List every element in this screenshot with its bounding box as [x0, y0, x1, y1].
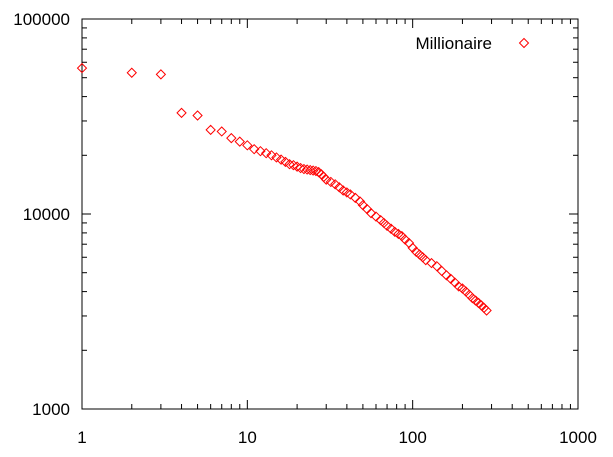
data-point [426, 257, 437, 269]
data-point [284, 159, 295, 170]
y-tick-label: 100000 [13, 10, 70, 29]
data-point [464, 289, 475, 301]
data-point [275, 154, 287, 165]
axis-tick-labels: 1 10 100 1000 1000 10000 100000 [13, 10, 597, 447]
plot-area-frame [81, 18, 579, 410]
data-point [226, 132, 237, 144]
data-point [329, 179, 341, 190]
data-point [266, 150, 277, 161]
data-point [301, 164, 313, 175]
data-point [460, 286, 472, 297]
x-tick-label: 1 [77, 428, 86, 447]
data-point [126, 67, 137, 78]
data-point [381, 220, 393, 232]
data-points [76, 62, 492, 316]
data-point [260, 148, 272, 159]
x-tick-label: 1000 [559, 428, 597, 447]
data-point [350, 192, 361, 204]
data-point [304, 164, 316, 176]
data-point [291, 161, 303, 172]
data-point [295, 162, 306, 174]
data-point [155, 69, 167, 80]
data-point [318, 171, 329, 183]
data-point [378, 217, 390, 229]
data-point [288, 159, 299, 171]
data-point [192, 110, 203, 121]
data-point [255, 145, 266, 157]
data-point [441, 270, 452, 281]
data-point [205, 124, 216, 136]
data-point [436, 265, 447, 277]
legend-marker [518, 37, 530, 49]
data-point [417, 252, 428, 263]
data-point [321, 174, 332, 185]
data-point [354, 196, 366, 207]
data-point [234, 136, 245, 147]
data-point [365, 207, 377, 219]
data-point [242, 140, 253, 151]
x-tick-label: 100 [398, 428, 426, 447]
data-point [431, 260, 443, 272]
data-point [298, 163, 310, 175]
data-point [271, 152, 282, 163]
data-point [307, 165, 319, 176]
data-point [76, 62, 88, 74]
data-point [481, 305, 492, 316]
data-point [216, 126, 227, 137]
data-point [310, 165, 322, 177]
axis-ticks [81, 18, 579, 410]
y-tick-label: 10000 [23, 205, 70, 224]
data-point [370, 211, 382, 222]
data-point [334, 182, 345, 193]
data-point [420, 254, 431, 266]
y-tick-label: 1000 [32, 400, 70, 419]
data-point [176, 107, 187, 119]
legend-label: Millionaire [415, 34, 492, 53]
data-point [248, 143, 260, 155]
x-tick-label: 10 [238, 428, 257, 447]
legend: Millionaire [415, 34, 530, 53]
data-point [345, 189, 356, 200]
